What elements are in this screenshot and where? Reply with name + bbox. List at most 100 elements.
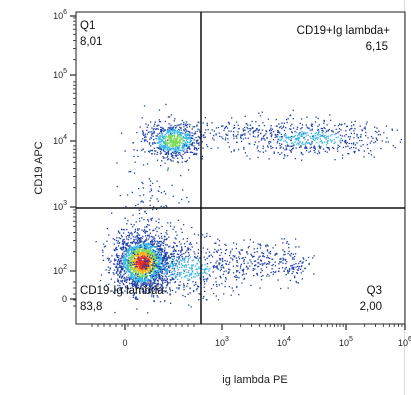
event-dot	[263, 256, 265, 258]
event-dot	[159, 135, 161, 137]
event-dot	[136, 235, 138, 238]
event-dot	[215, 281, 217, 283]
event-dot	[183, 266, 185, 268]
event-dot	[150, 285, 152, 288]
event-dot	[349, 138, 351, 140]
event-dot	[332, 146, 334, 149]
event-dot	[243, 148, 245, 150]
event-dot	[173, 250, 175, 252]
event-dot	[189, 256, 192, 258]
event-dot	[117, 266, 119, 269]
event-dot	[131, 258, 134, 260]
event-dot	[184, 141, 186, 143]
event-dot	[154, 274, 156, 277]
event-dot	[134, 271, 136, 273]
event-dot	[236, 271, 238, 273]
event-dot	[278, 263, 280, 265]
event-dot	[131, 241, 133, 243]
event-dot	[350, 125, 353, 127]
event-dot	[290, 252, 292, 255]
event-dot	[143, 291, 145, 293]
event-dot	[149, 138, 151, 140]
event-dot	[153, 267, 155, 270]
event-dot	[170, 262, 172, 265]
event-dot	[157, 274, 159, 276]
event-dot	[150, 282, 152, 284]
event-dot	[177, 157, 179, 159]
event-dot	[160, 267, 163, 270]
event-dot	[159, 257, 161, 259]
event-dot	[147, 252, 149, 254]
event-dot	[166, 257, 168, 260]
event-dot	[131, 247, 133, 249]
event-dot	[237, 148, 240, 151]
event-dot	[117, 259, 120, 261]
event-dot	[170, 153, 172, 155]
event-dot	[118, 255, 120, 257]
event-dot	[145, 272, 147, 274]
event-dot	[146, 225, 148, 228]
event-dot	[274, 133, 276, 136]
event-dot	[169, 138, 171, 140]
event-dot	[337, 144, 339, 146]
event-dot	[142, 284, 145, 286]
event-dot	[151, 255, 154, 257]
event-dot	[155, 260, 157, 262]
event-dot	[290, 265, 292, 267]
event-dot	[172, 145, 174, 147]
event-dot	[206, 265, 208, 268]
event-dot	[209, 268, 211, 270]
event-dot	[133, 246, 135, 248]
event-dot	[166, 283, 169, 285]
event-dot	[119, 289, 121, 291]
event-dot	[167, 149, 169, 151]
event-dot	[169, 271, 171, 273]
event-dot	[168, 142, 170, 144]
event-dot	[163, 259, 165, 261]
event-dot	[143, 260, 145, 262]
event-dot	[174, 131, 176, 133]
event-dot	[167, 256, 169, 259]
event-dot	[290, 145, 293, 147]
event-dot	[125, 255, 127, 257]
event-dot	[296, 143, 298, 145]
event-dot	[142, 130, 144, 132]
event-dot	[258, 125, 260, 127]
event-dot	[122, 262, 125, 264]
event-dot	[281, 152, 283, 154]
event-dot	[159, 138, 161, 140]
event-dot	[205, 252, 207, 254]
event-dot	[138, 275, 141, 277]
event-dot	[131, 284, 133, 286]
event-dot	[147, 261, 149, 263]
event-dot	[149, 247, 151, 249]
event-dot	[302, 143, 304, 146]
event-dot	[152, 238, 154, 240]
event-dot	[167, 135, 170, 137]
event-dot	[171, 258, 173, 260]
event-dot	[162, 290, 165, 292]
event-dot	[218, 284, 220, 286]
event-dot	[145, 276, 147, 278]
event-dot	[181, 198, 183, 201]
event-dot	[121, 241, 124, 243]
event-dot	[205, 278, 207, 280]
event-dot	[160, 147, 162, 149]
event-dot	[130, 246, 132, 248]
event-dot	[130, 171, 132, 173]
event-dot	[119, 194, 121, 197]
event-dot	[285, 145, 287, 147]
event-dot	[164, 141, 166, 143]
event-dot	[128, 262, 130, 264]
event-dot	[205, 268, 207, 270]
event-dot	[127, 263, 129, 265]
event-dot	[315, 132, 317, 134]
event-dot	[203, 134, 205, 136]
event-dot	[146, 277, 148, 279]
event-dot	[298, 139, 300, 141]
event-dot	[331, 130, 334, 132]
event-dot	[165, 147, 167, 149]
event-dot	[189, 124, 191, 126]
event-dot	[143, 279, 145, 281]
event-dot	[307, 256, 310, 259]
